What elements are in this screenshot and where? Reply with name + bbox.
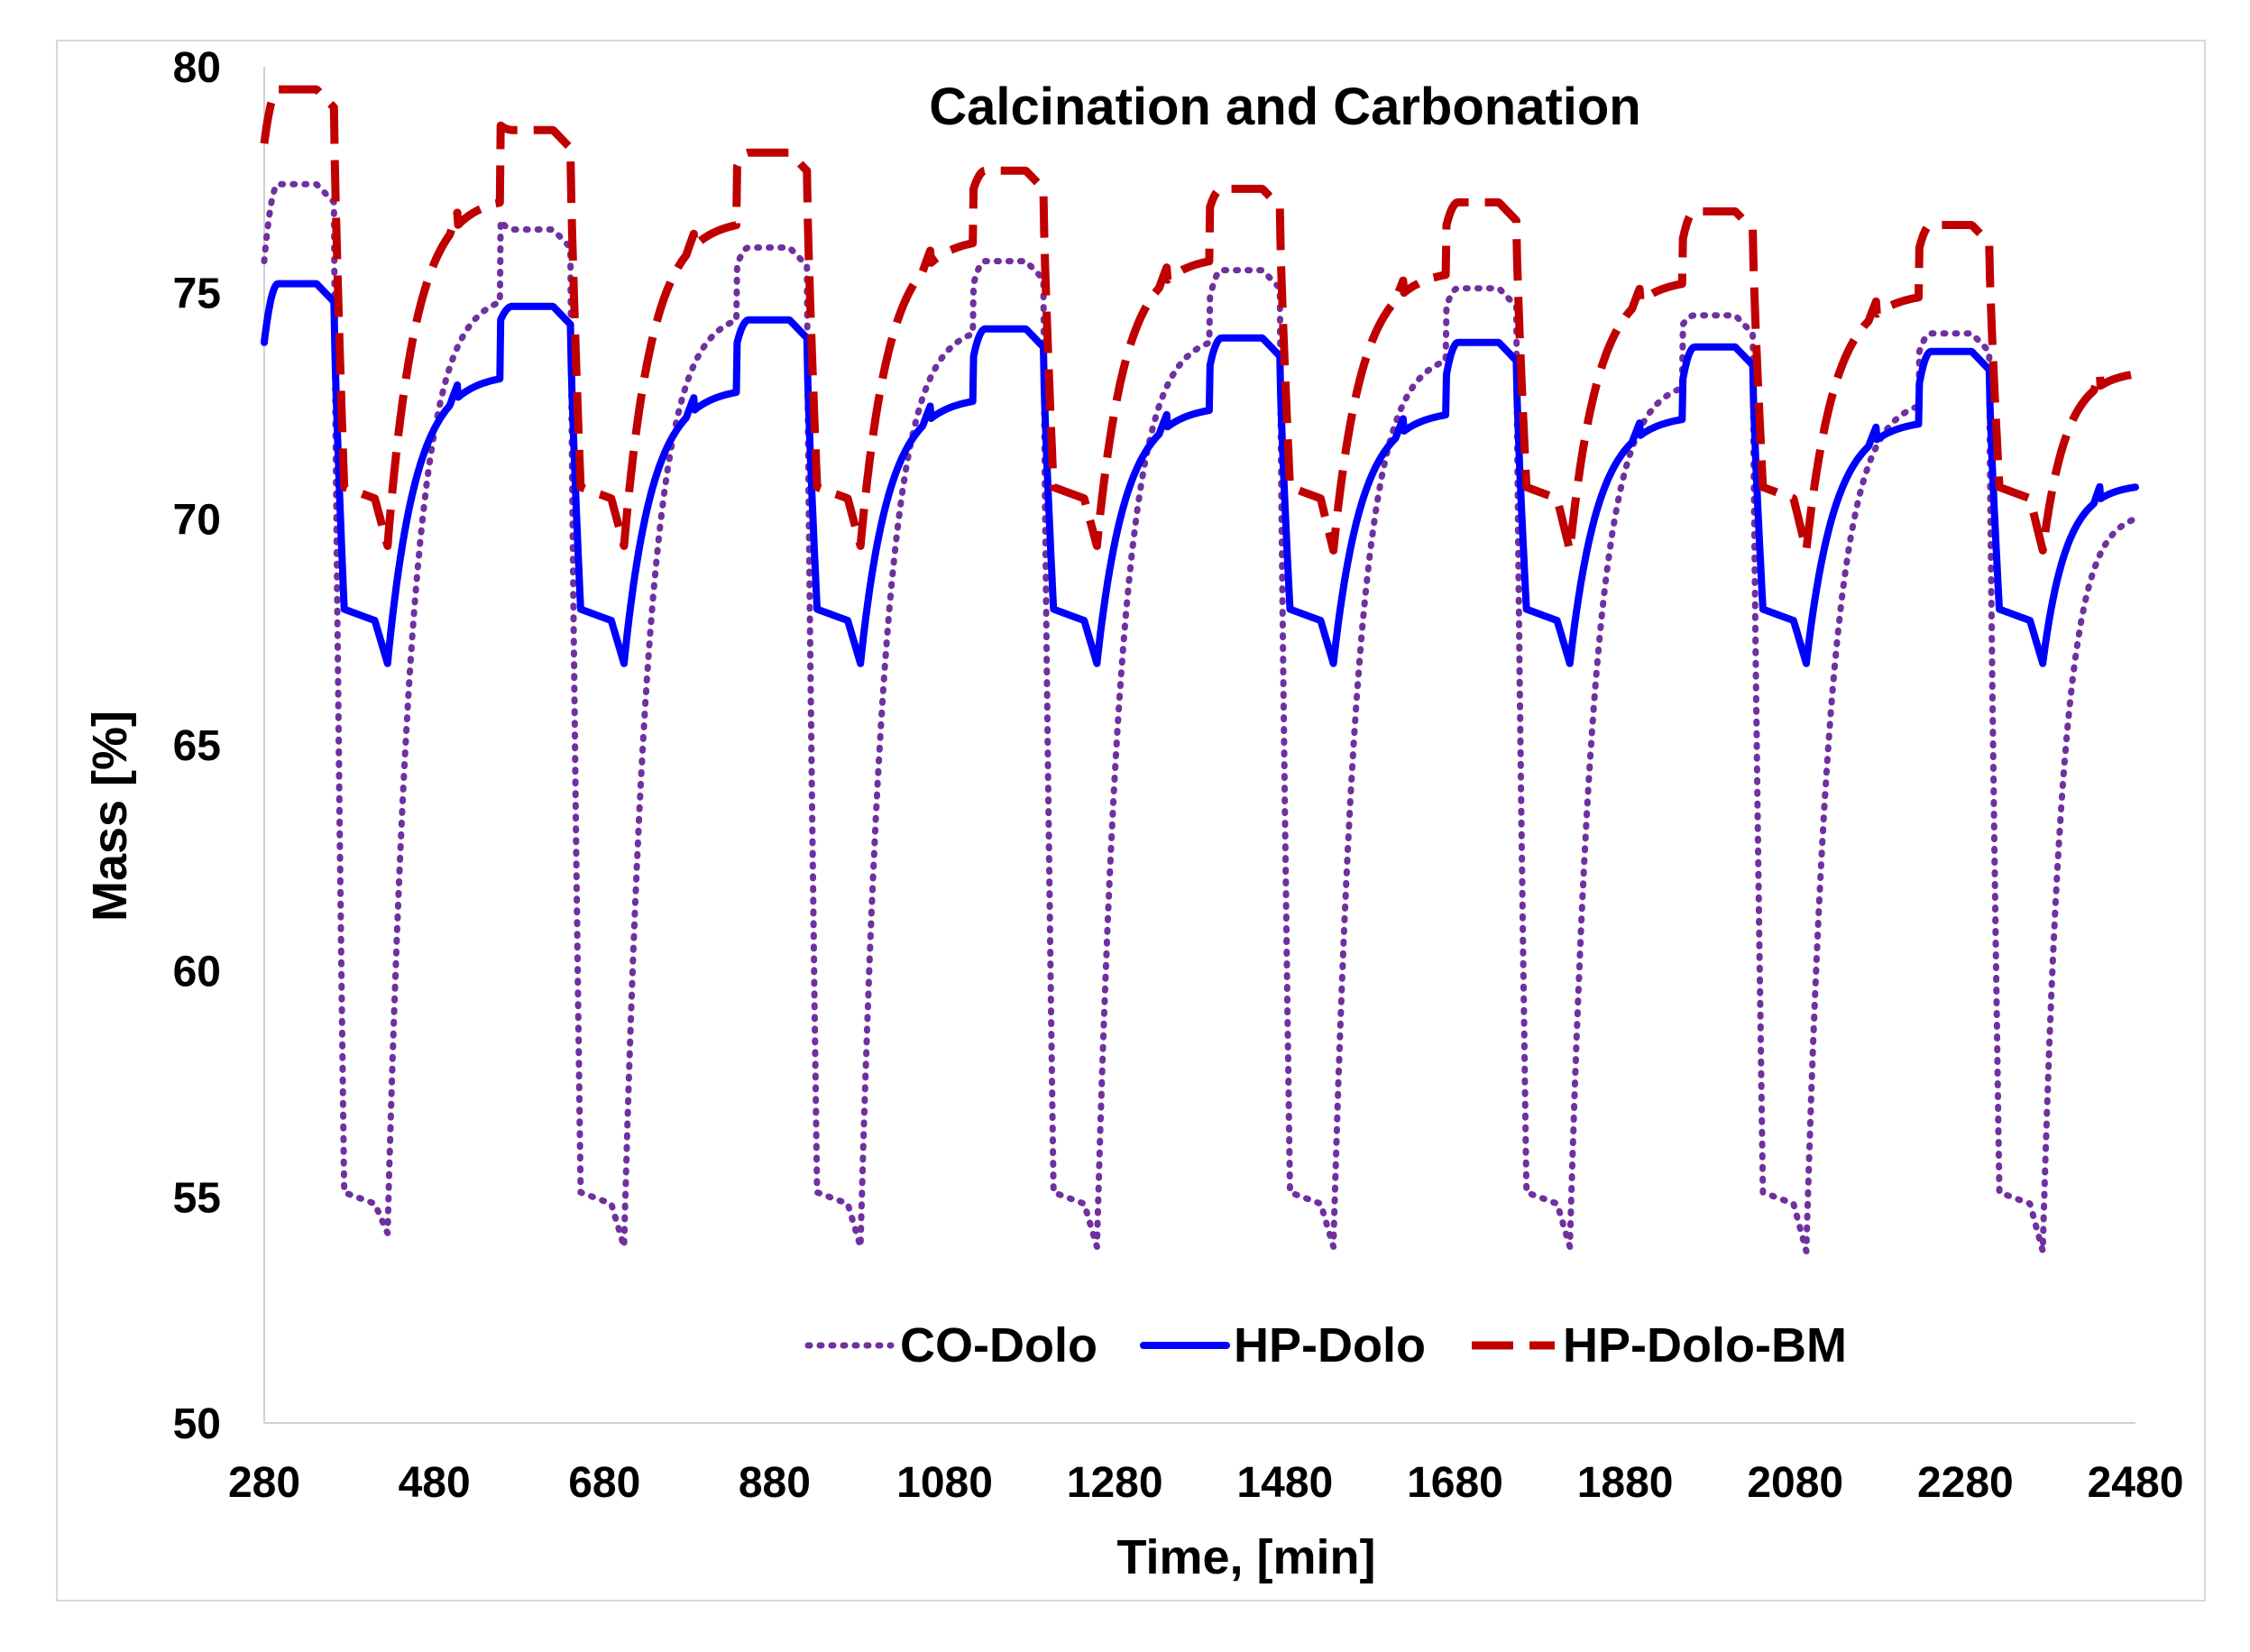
x-tick-label: 880 (739, 1459, 811, 1507)
y-tick-label: 70 (173, 496, 221, 544)
chart-frame (56, 40, 2206, 1602)
legend-label: HP-Dolo-BM (1563, 1318, 1847, 1372)
y-tick-label: 65 (173, 722, 221, 770)
series-line-hp-dolo (261, 280, 2139, 667)
x-tick-label: 2080 (1747, 1459, 1843, 1507)
legend-label: CO-Dolo (900, 1318, 1097, 1372)
x-tick-label: 280 (228, 1459, 300, 1507)
x-tick-label: 480 (399, 1459, 471, 1507)
x-tick-label: 1080 (896, 1459, 993, 1507)
x-tick-label: 1880 (1577, 1459, 1674, 1507)
legend-label: HP-Dolo (1234, 1318, 1426, 1372)
chart-title: Calcination and Carbonation (929, 78, 1641, 136)
y-tick-label: 55 (173, 1174, 221, 1222)
y-tick-label: 75 (173, 271, 221, 318)
y-tick-label: 60 (173, 949, 221, 996)
y-tick-label: 80 (173, 44, 221, 92)
x-tick-label: 2480 (2088, 1459, 2184, 1507)
axes (263, 67, 2135, 1424)
x-tick-label: 2280 (1917, 1459, 2014, 1507)
x-axis-title: Time, [min] (1116, 1530, 1375, 1584)
x-tick-label: 680 (568, 1459, 640, 1507)
series-group (260, 85, 2139, 1254)
x-tick-label: 1480 (1236, 1459, 1333, 1507)
series-line-hp-dolo-bm (260, 85, 2139, 555)
legend: CO-Dolo HP-Dolo HP-Dolo-BM (804, 1318, 1847, 1372)
tick-labels: 280 480 680 880 1080 1280 1480 1680 1880 2080 2280… (173, 44, 2184, 1507)
x-tick-label: 1680 (1407, 1459, 1503, 1507)
series-line-co-dolo (261, 180, 2139, 1254)
y-tick-label: 50 (173, 1400, 221, 1448)
y-axis-title: Mass [%] (83, 711, 137, 922)
x-tick-label: 1280 (1067, 1459, 1163, 1507)
